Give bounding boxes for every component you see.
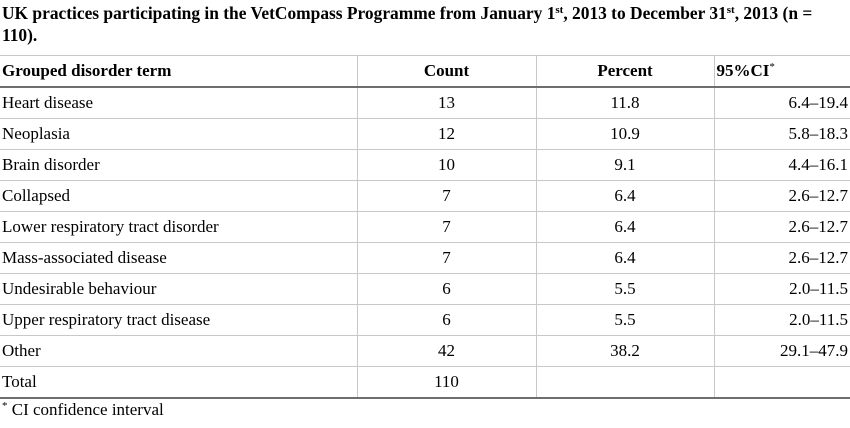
header-95-ci-label: 95%CI <box>716 61 770 80</box>
cell-95-ci: 2.6–12.7 <box>713 242 850 274</box>
cell-95-ci: 2.6–12.7 <box>713 180 850 212</box>
cell-disorder-term: Other <box>0 335 357 367</box>
table-footnote: * CI confidence interval <box>2 399 164 421</box>
cell-count: 7 <box>356 242 536 274</box>
table-header-row: Grouped disorder term Count Percent 95%C… <box>0 55 850 88</box>
cell-95-ci: 5.8–18.3 <box>713 118 850 150</box>
cell-95-ci <box>713 366 850 399</box>
cell-count: 7 <box>356 211 536 243</box>
cell-disorder-term: Total <box>0 366 357 399</box>
cell-95-ci: 2.0–11.5 <box>713 304 850 336</box>
cell-95-ci: 6.4–19.4 <box>713 87 850 119</box>
cell-percent: 11.8 <box>535 87 714 119</box>
header-count: Count <box>356 55 536 88</box>
cell-95-ci: 2.6–12.7 <box>713 211 850 243</box>
cell-percent: 9.1 <box>535 149 714 181</box>
cell-95-ci: 2.0–11.5 <box>713 273 850 305</box>
table-row: Upper respiratory tract disease 6 5.5 2.0–1… <box>0 304 850 336</box>
cell-disorder-term: Undesirable behaviour <box>0 273 357 305</box>
cell-count: 6 <box>356 304 536 336</box>
table-row: Heart disease 13 11.8 6.4–19.4 <box>0 87 850 119</box>
table-caption: UK practices participating in the VetCom… <box>2 2 848 46</box>
header-percent: Percent <box>535 55 714 88</box>
table-row: Mass-associated disease 7 6.4 2.6–12.7 <box>0 242 850 274</box>
cell-count: 110 <box>356 366 536 399</box>
table-row: Neoplasia 12 10.9 5.8–18.3 <box>0 118 850 150</box>
header-95-ci: 95%CI* <box>713 55 850 88</box>
cell-percent: 6.4 <box>535 242 714 274</box>
cell-percent: 10.9 <box>535 118 714 150</box>
footnote-marker: * <box>2 400 8 412</box>
cell-95-ci: 4.4–16.1 <box>713 149 850 181</box>
cell-disorder-term: Neoplasia <box>0 118 357 150</box>
cell-disorder-term: Lower respiratory tract disorder <box>0 211 357 243</box>
caption-superscript-1: st <box>555 4 564 16</box>
caption-text-1: UK practices participating in the VetCom… <box>2 3 556 23</box>
table-row: Undesirable behaviour 6 5.5 2.0–11.5 <box>0 273 850 305</box>
cell-disorder-term: Collapsed <box>0 180 357 212</box>
cell-percent: 6.4 <box>535 180 714 212</box>
cell-count: 12 <box>356 118 536 150</box>
cell-disorder-term: Heart disease <box>0 87 357 119</box>
table-row: Other 42 38.2 29.1–47.9 <box>0 335 850 367</box>
footnote-text: CI confidence interval <box>7 400 164 419</box>
disorder-table: Grouped disorder term Count Percent 95%C… <box>0 55 850 399</box>
table-row: Brain disorder 10 9.1 4.4–16.1 <box>0 149 850 181</box>
cell-percent: 5.5 <box>535 273 714 305</box>
cell-disorder-term: Mass-associated disease <box>0 242 357 274</box>
cell-percent: 6.4 <box>535 211 714 243</box>
cell-count: 6 <box>356 273 536 305</box>
cell-95-ci: 29.1–47.9 <box>713 335 850 367</box>
table-row: Collapsed 7 6.4 2.6–12.7 <box>0 180 850 212</box>
cell-percent: 5.5 <box>535 304 714 336</box>
table-row: Total 110 <box>0 366 850 399</box>
header-grouped-disorder-term: Grouped disorder term <box>0 55 357 88</box>
table-row: Lower respiratory tract disorder 7 6.4 2.6–… <box>0 211 850 243</box>
cell-count: 42 <box>356 335 536 367</box>
table-body: Heart disease 13 11.8 6.4–19.4 Neoplasia 12 10… <box>0 87 850 399</box>
cell-percent: 38.2 <box>535 335 714 367</box>
cell-percent <box>535 366 714 399</box>
caption-text-3: , 2013 (n = 110). <box>2 3 813 45</box>
cell-disorder-term: Upper respiratory tract disease <box>0 304 357 336</box>
cell-count: 7 <box>356 180 536 212</box>
cell-count: 10 <box>356 149 536 181</box>
caption-text-2: , 2013 to December 31 <box>563 3 727 23</box>
cell-count: 13 <box>356 87 536 119</box>
cell-disorder-term: Brain disorder <box>0 149 357 181</box>
header-ci-footnote-marker: * <box>769 61 775 73</box>
caption-superscript-2: st <box>726 4 735 16</box>
